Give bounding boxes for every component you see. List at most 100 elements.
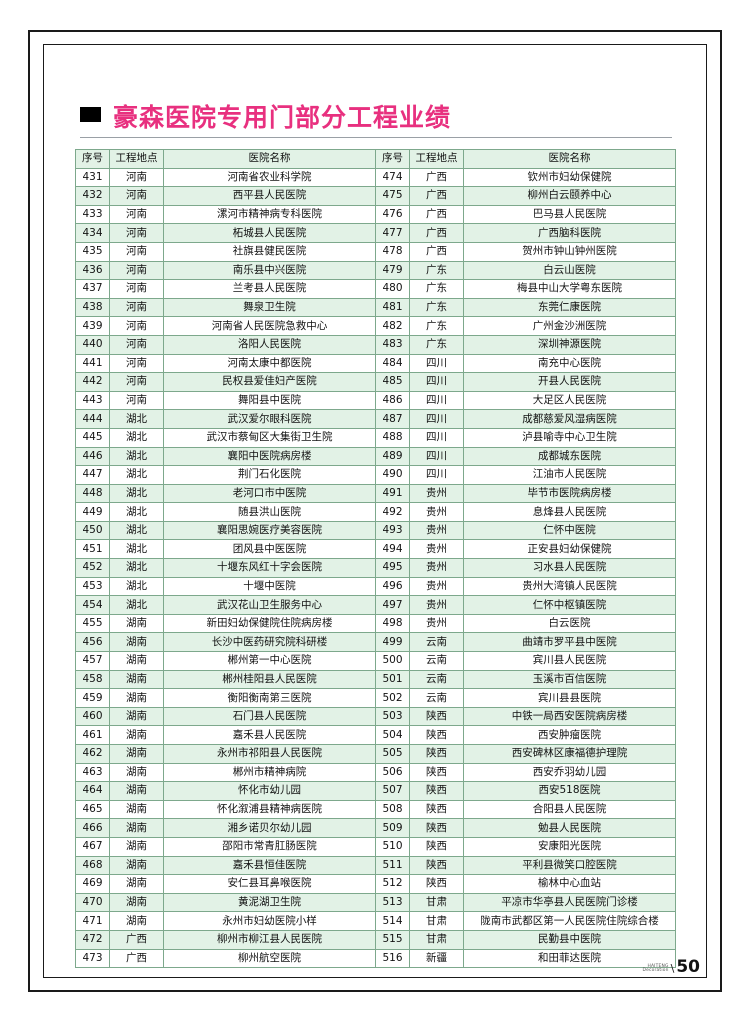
cell-loc-right: 云南	[409, 632, 464, 653]
cell-loc-left: 湖北	[109, 465, 164, 485]
cell-name-right: 钦州市妇幼保健院	[463, 167, 676, 188]
table-row: 456 湖南 长沙中医药研究院科研楼 499 云南 曲靖市罗平县中医院	[75, 632, 676, 653]
cell-loc-left: 湖北	[109, 502, 164, 522]
page-title-block: 豪森医院专用门部分工程业绩	[80, 98, 680, 138]
cell-loc-left: 河南	[109, 390, 164, 411]
cell-name-left: 南乐县中兴医院	[163, 260, 376, 281]
table-row: 446 湖北 襄阳中医院病房楼 489 四川 成都城东医院	[75, 446, 676, 467]
table-row: 458 湖南 郴州桂阳县人民医院 501 云南 玉溪市百信医院	[75, 669, 676, 690]
cell-no-right: 497	[375, 595, 410, 615]
table-row: 465 湖南 怀化溆浦县精神病医院 508 陕西 合阳县人民医院	[75, 799, 676, 820]
cell-no-right: 481	[375, 297, 410, 318]
cell-no-left: 440	[75, 334, 110, 355]
cell-loc-left: 湖南	[109, 855, 164, 876]
cell-loc-right: 广西	[409, 186, 464, 206]
cell-name-right: 平利县微笑口腔医院	[463, 855, 676, 876]
cell-no-left: 448	[75, 483, 110, 504]
cell-loc-right: 广东	[409, 279, 464, 299]
cell-name-right: 西安乔羽幼儿园	[463, 762, 676, 783]
cell-name-right: 勉县人民医院	[463, 818, 676, 838]
cell-name-right: 宾川县人民医院	[463, 651, 676, 671]
cell-no-left: 462	[75, 744, 110, 764]
table-row: 436 河南 南乐县中兴医院 479 广东 白云山医院	[75, 260, 676, 281]
cell-name-right: 榆林中心血站	[463, 874, 676, 894]
table-row: 443 河南 舞阳县中医院 486 四川 大足区人民医院	[75, 390, 676, 411]
cell-loc-left: 湖北	[109, 558, 164, 578]
cell-loc-left: 湖北	[109, 483, 164, 504]
cell-loc-left: 湖北	[109, 595, 164, 615]
cell-no-left: 441	[75, 353, 110, 374]
cell-name-right: 成都慈爱风湿病医院	[463, 409, 676, 429]
cell-no-right: 498	[375, 613, 410, 634]
cell-no-left: 455	[75, 613, 110, 634]
cell-name-left: 嘉禾县人民医院	[163, 725, 376, 745]
cell-name-right: 广州金沙洲医院	[463, 316, 676, 336]
cell-name-left: 柳州航空医院	[163, 948, 376, 969]
cell-loc-right: 云南	[409, 651, 464, 671]
cell-no-right: 491	[375, 483, 410, 504]
black-square-bullet-icon	[80, 106, 101, 122]
cell-no-right: 479	[375, 260, 410, 281]
cell-no-right: 489	[375, 446, 410, 467]
cell-name-right: 习水县人民医院	[463, 558, 676, 578]
header-loc-right: 工程地点	[409, 149, 464, 169]
cell-name-left: 舞阳县中医院	[163, 390, 376, 411]
cell-no-left: 436	[75, 260, 110, 281]
cell-no-left: 431	[75, 167, 110, 188]
cell-loc-right: 广西	[409, 223, 464, 243]
table-row: 445 湖北 武汉市蔡甸区大集街卫生院 488 四川 泸县喻寺中心卫生院	[75, 427, 676, 448]
cell-name-right: 大足区人民医院	[463, 390, 676, 411]
cell-loc-right: 四川	[409, 465, 464, 485]
table-body: 431 河南 河南省农业科学院 474 广西 钦州市妇幼保健院 432 河南 西平县人民医院 47…	[75, 167, 676, 969]
cell-loc-left: 湖北	[109, 576, 164, 597]
cell-loc-left: 湖南	[109, 818, 164, 838]
cell-name-left: 民权县爱佳妇产医院	[163, 372, 376, 392]
footer-page-badge: HAITENG Decoration \ 50	[643, 959, 700, 976]
table-row: 452 湖北 十堰东风红十字会医院 495 贵州 习水县人民医院	[75, 558, 676, 578]
cell-no-left: 445	[75, 427, 110, 448]
cell-no-left: 437	[75, 279, 110, 299]
cell-no-right: 488	[375, 427, 410, 448]
cell-name-right: 陇南市武都区第一人民医院住院综合楼	[463, 911, 676, 931]
cell-name-left: 嘉禾县恒佳医院	[163, 855, 376, 876]
cell-loc-right: 甘肃	[409, 892, 464, 913]
cell-name-right: 东莞仁康医院	[463, 297, 676, 318]
cell-name-right: 毕节市医院病房楼	[463, 483, 676, 504]
cell-loc-right: 甘肃	[409, 911, 464, 931]
cell-loc-left: 河南	[109, 186, 164, 206]
cell-loc-left: 河南	[109, 279, 164, 299]
table-row: 451 湖北 团风县中医医院 494 贵州 正安县妇幼保健院	[75, 539, 676, 560]
cell-loc-right: 贵州	[409, 483, 464, 504]
cell-no-right: 474	[375, 167, 410, 188]
performance-table: 序号 工程地点 医院名称 序号 工程地点 医院名称 431 河南 河南省农业科学院 4…	[75, 149, 676, 969]
cell-name-right: 正安县妇幼保健院	[463, 539, 676, 560]
table-header-row: 序号 工程地点 医院名称 序号 工程地点 医院名称	[75, 149, 676, 169]
cell-loc-left: 湖南	[109, 762, 164, 783]
table-row: 450 湖北 襄阳思婉医疗美容医院 493 贵州 仁怀中医院	[75, 520, 676, 541]
cell-no-right: 506	[375, 762, 410, 783]
cell-loc-left: 河南	[109, 334, 164, 355]
cell-no-right: 507	[375, 781, 410, 801]
cell-no-right: 483	[375, 334, 410, 355]
cell-name-left: 兰考县人民医院	[163, 279, 376, 299]
cell-name-left: 柳州市柳江县人民医院	[163, 929, 376, 950]
cell-no-right: 490	[375, 465, 410, 485]
cell-name-left: 老河口市中医院	[163, 483, 376, 504]
cell-loc-left: 河南	[109, 167, 164, 188]
cell-no-left: 446	[75, 446, 110, 467]
page-title: 豪森医院专用门部分工程业绩	[113, 103, 452, 132]
cell-loc-right: 陕西	[409, 818, 464, 838]
cell-name-right: 柳州白云颐养中心	[463, 186, 676, 206]
cell-no-left: 433	[75, 204, 110, 225]
table-row: 435 河南 社旗县健民医院 478 广西 贺州市钟山钟州医院	[75, 241, 676, 262]
page-number: 50	[676, 957, 700, 977]
cell-no-right: 496	[375, 576, 410, 597]
table-row: 469 湖南 安仁县耳鼻喉医院 512 陕西 榆林中心血站	[75, 874, 676, 894]
cell-name-left: 永州市妇幼医院小样	[163, 911, 376, 931]
cell-loc-left: 湖北	[109, 446, 164, 467]
cell-loc-right: 陕西	[409, 799, 464, 820]
cell-loc-left: 湖北	[109, 427, 164, 448]
cell-loc-left: 河南	[109, 241, 164, 262]
cell-name-left: 荆门石化医院	[163, 465, 376, 485]
table-row: 441 河南 河南太康中都医院 484 四川 南充中心医院	[75, 353, 676, 374]
